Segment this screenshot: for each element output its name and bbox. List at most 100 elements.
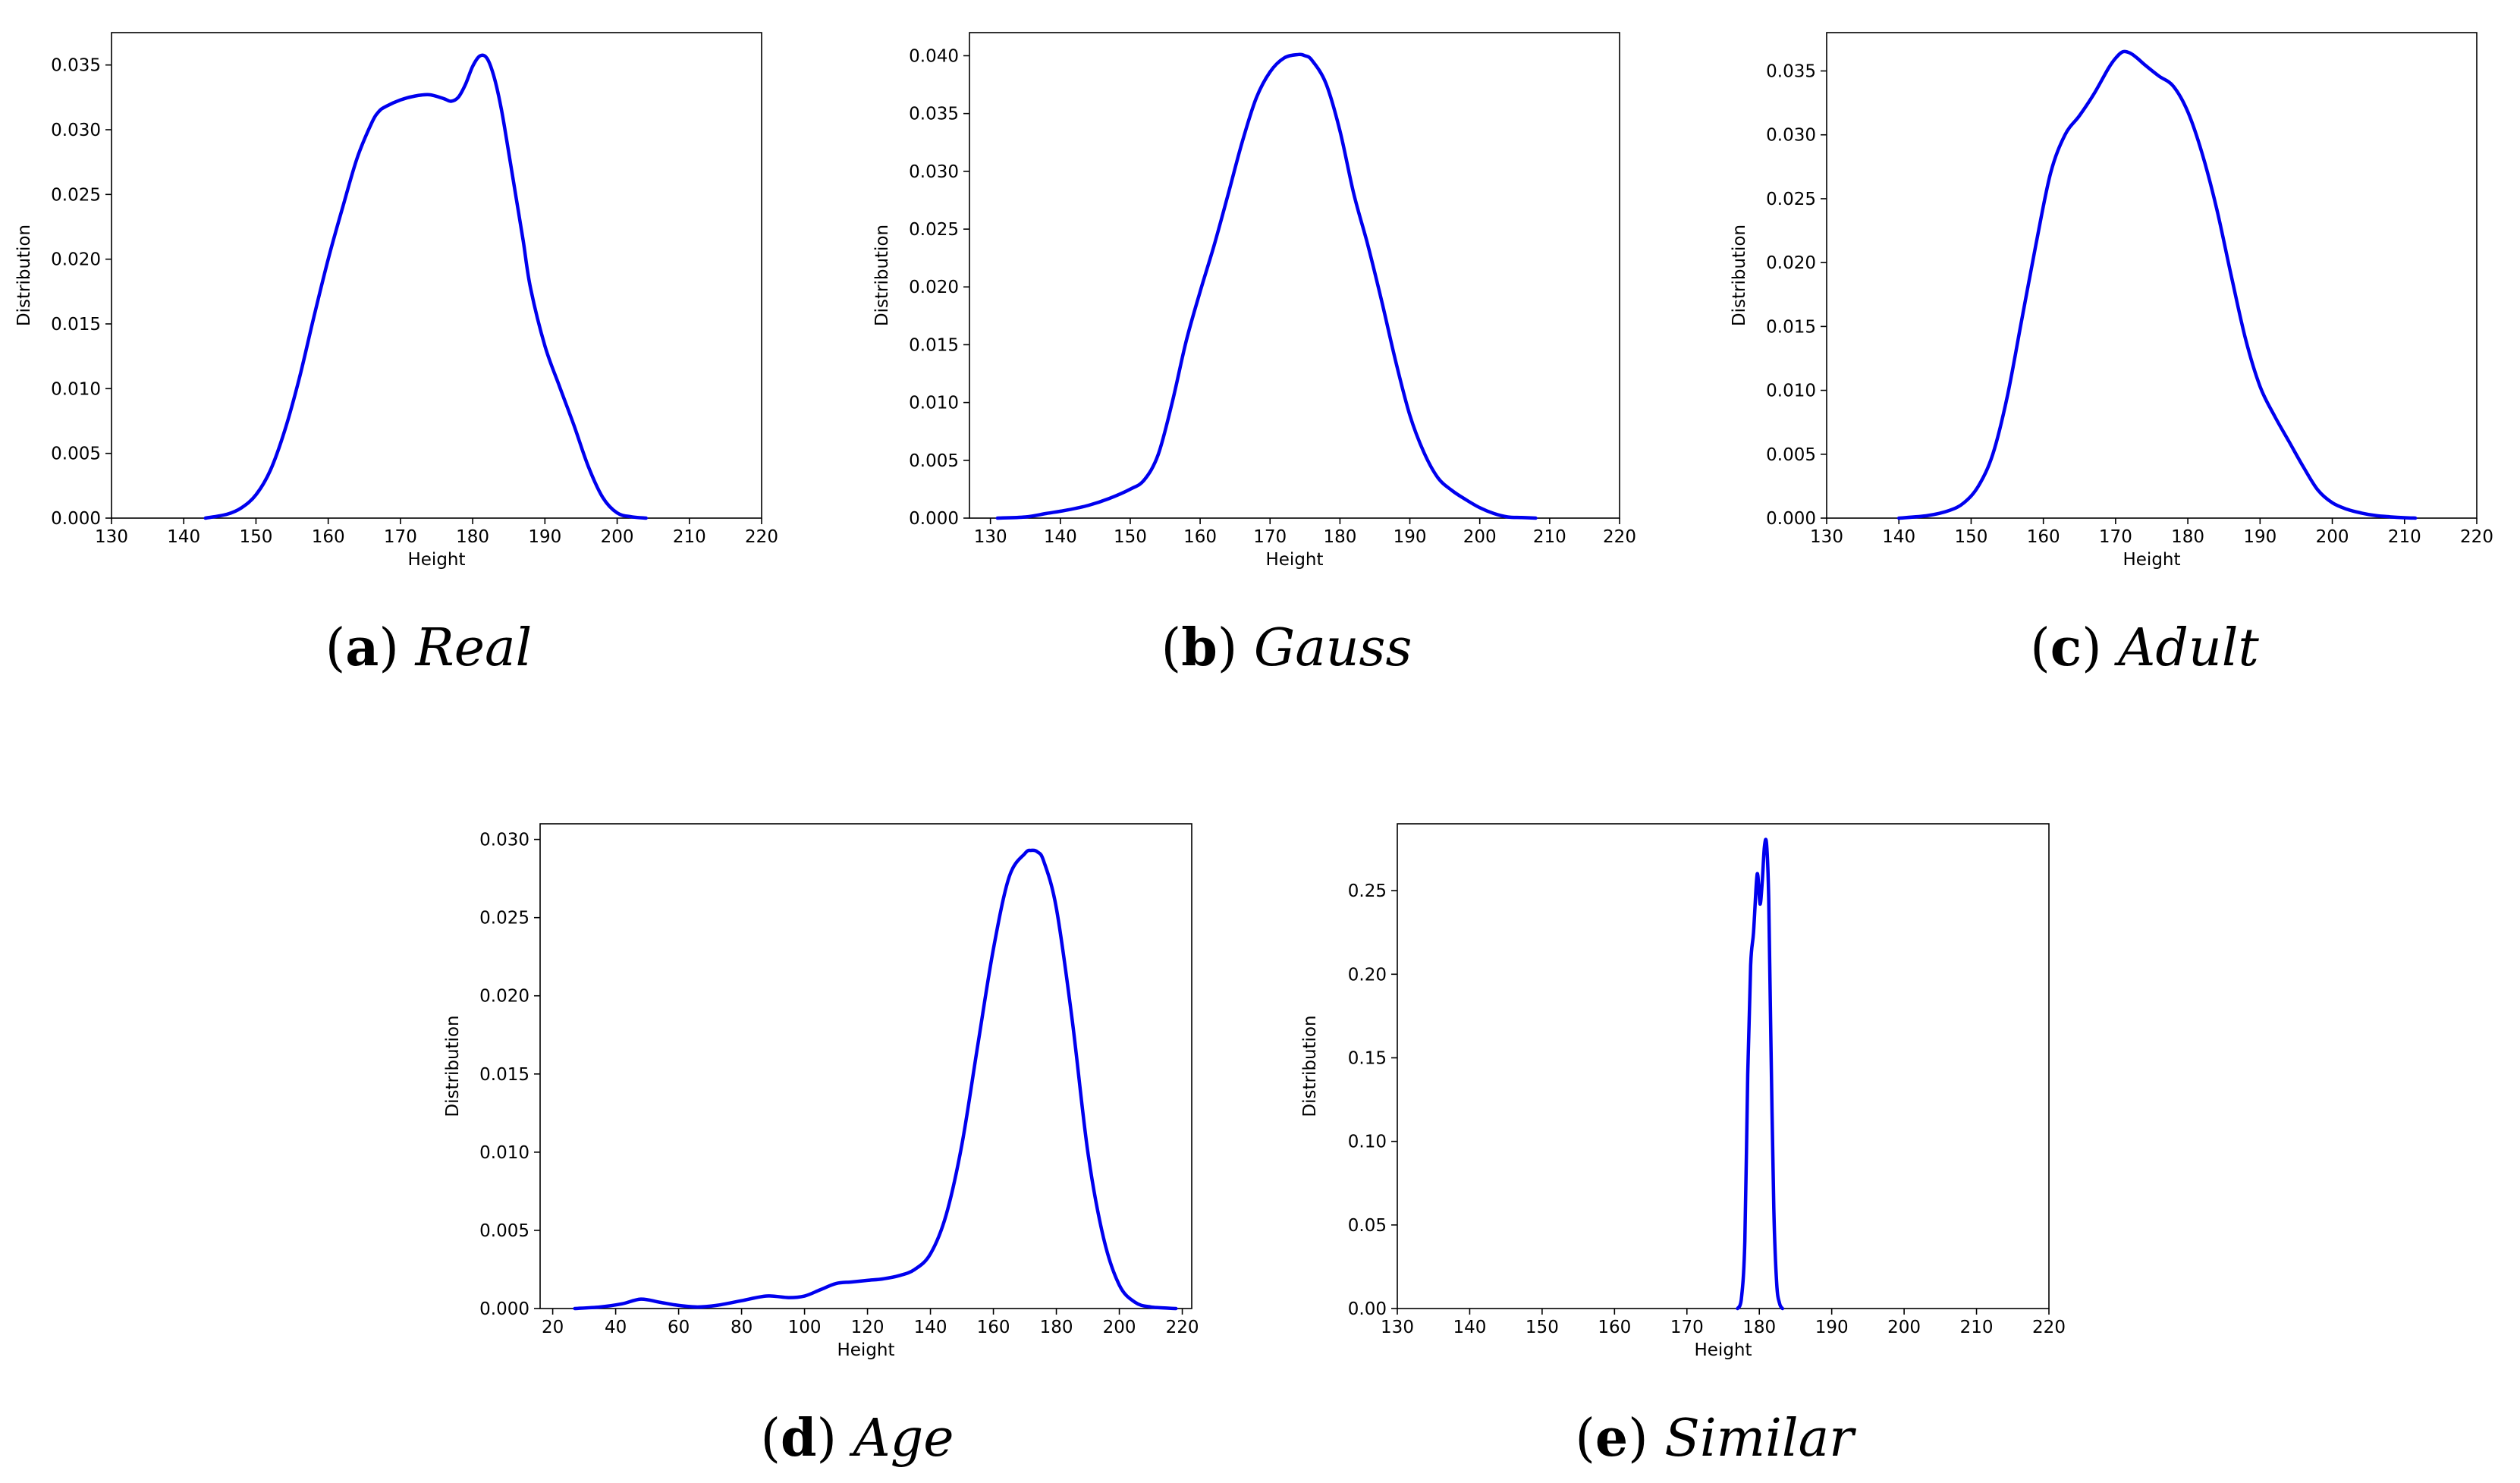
x-axis-label: Height (407, 550, 465, 570)
x-tick-label: 170 (384, 527, 417, 547)
subfigure-caption: (c) Adult (2030, 617, 2259, 678)
x-tick-label: 180 (456, 527, 489, 547)
x-tick-label: 80 (731, 1318, 753, 1337)
kde-curve (1896, 49, 2418, 520)
y-tick-label: 0.000 (1766, 509, 1816, 529)
x-tick-label: 120 (851, 1318, 885, 1337)
kde-curve (995, 52, 1538, 520)
caption-paren: ) (1218, 618, 1254, 678)
caption-name: Gauss (1254, 618, 1412, 678)
y-tick-label: 0.025 (1766, 190, 1816, 209)
x-tick-label: 130 (1810, 527, 1843, 547)
y-tick-label: 0.025 (479, 909, 529, 928)
x-axis-label: Height (837, 1340, 894, 1360)
y-tick-label: 0.015 (479, 1065, 529, 1085)
y-tick-label: 0.015 (51, 315, 101, 335)
x-tick-label: 150 (1526, 1318, 1559, 1337)
y-tick-label: 0.015 (909, 335, 959, 355)
y-tick-label: 0.025 (51, 185, 101, 205)
caption-paren: ( (1575, 1409, 1595, 1469)
x-tick-label: 160 (1598, 1318, 1631, 1337)
x-axis-label: Height (1265, 550, 1323, 570)
x-tick-label: 130 (974, 527, 1007, 547)
x-tick-label: 160 (1183, 527, 1217, 547)
caption-name: Adult (2113, 618, 2259, 678)
x-tick-label: 60 (668, 1318, 690, 1337)
x-tick-label: 160 (2027, 527, 2060, 547)
y-tick-label: 0.040 (909, 46, 959, 66)
y-tick-label: 0.025 (909, 220, 959, 240)
chart-panel-a: 130 140 150 160 170 180 190 200 210 220 0.000 0.005… (14, 32, 778, 678)
y-tick-label: 0.020 (479, 987, 529, 1007)
caption-paren: ) (817, 1409, 853, 1469)
subfigure-caption: (a) Real (325, 617, 532, 678)
y-tick-label: 0.005 (51, 445, 101, 464)
caption-paren: ) (379, 618, 415, 678)
x-tick-label: 200 (601, 527, 634, 547)
y-tick-label: 0.020 (51, 250, 101, 270)
x-tick-label: 170 (2099, 527, 2132, 547)
x-tick-label: 160 (977, 1318, 1010, 1337)
caption-name: Real (414, 618, 533, 678)
plot-frame (1397, 823, 2050, 1309)
y-tick-label: 0.005 (479, 1221, 529, 1241)
x-tick-label: 220 (2460, 527, 2493, 547)
x-tick-label: 130 (1381, 1318, 1414, 1337)
x-tick-label: 190 (2243, 527, 2276, 547)
x-tick-label: 210 (673, 527, 706, 547)
kde-curve (573, 848, 1178, 1311)
x-tick-label: 220 (745, 527, 778, 547)
y-axis-label: Distribution (1730, 225, 1749, 326)
plot-frame (969, 32, 1620, 519)
caption-name: Similar (1664, 1409, 1856, 1469)
x-tick-label: 140 (914, 1318, 947, 1337)
x-tick-label: 20 (542, 1318, 564, 1337)
y-tick-label: 0.005 (1766, 445, 1816, 465)
y-tick-label: 0.00 (1348, 1299, 1387, 1319)
y-tick-label: 0.000 (51, 509, 101, 529)
chart-panel-b: 130 140 150 160 170 180 190 200 210 220 0.000 0.005… (872, 32, 1636, 678)
x-tick-label: 210 (1533, 527, 1566, 547)
y-tick-label: 0.010 (479, 1143, 529, 1163)
caption-letter: b (1181, 617, 1218, 678)
x-tick-label: 180 (1040, 1318, 1073, 1337)
x-tick-label: 220 (2032, 1318, 2066, 1337)
caption-letter: d (781, 1408, 817, 1469)
y-tick-label: 0.015 (1766, 317, 1816, 337)
x-tick-label: 170 (1670, 1318, 1704, 1337)
plot-frame (1826, 32, 2478, 519)
y-tick-label: 0.25 (1348, 881, 1387, 901)
x-tick-label: 190 (528, 527, 561, 547)
x-tick-label: 200 (1103, 1318, 1136, 1337)
y-axis-label: Distribution (1300, 1015, 1320, 1117)
y-tick-label: 0.020 (909, 278, 959, 297)
y-tick-label: 0.010 (51, 379, 101, 399)
x-tick-label: 180 (2171, 527, 2204, 547)
y-tick-label: 0.010 (1766, 382, 1816, 401)
y-axis-label: Distribution (14, 225, 34, 326)
y-tick-label: 0.030 (479, 831, 529, 850)
y-tick-label: 0.005 (909, 451, 959, 471)
kde-curve (203, 53, 648, 520)
x-tick-label: 140 (167, 527, 200, 547)
x-tick-label: 220 (1166, 1318, 1199, 1337)
x-tick-label: 190 (1815, 1318, 1849, 1337)
y-axis-label: Distribution (872, 225, 892, 326)
x-tick-label: 40 (605, 1318, 627, 1337)
caption-letter: a (345, 617, 379, 678)
plot-frame (111, 32, 762, 519)
x-axis-label: Height (2123, 550, 2180, 570)
caption-paren: ) (1628, 1409, 1664, 1469)
caption-paren: ) (2082, 618, 2118, 678)
x-tick-label: 200 (1887, 1318, 1921, 1337)
x-tick-label: 170 (1253, 527, 1287, 547)
y-axis-label: Distribution (443, 1015, 463, 1117)
caption-paren: ( (1161, 618, 1182, 678)
subfigure-caption: (d) Age (760, 1408, 954, 1469)
y-tick-label: 0.020 (1766, 253, 1816, 273)
chart-panel-e: 130 140 150 160 170 180 190 200 210 220 0.00 0.05 0.… (1300, 823, 2066, 1469)
y-tick-label: 0.000 (479, 1299, 529, 1319)
y-tick-label: 0.030 (51, 121, 101, 140)
x-tick-label: 210 (1960, 1318, 1994, 1337)
